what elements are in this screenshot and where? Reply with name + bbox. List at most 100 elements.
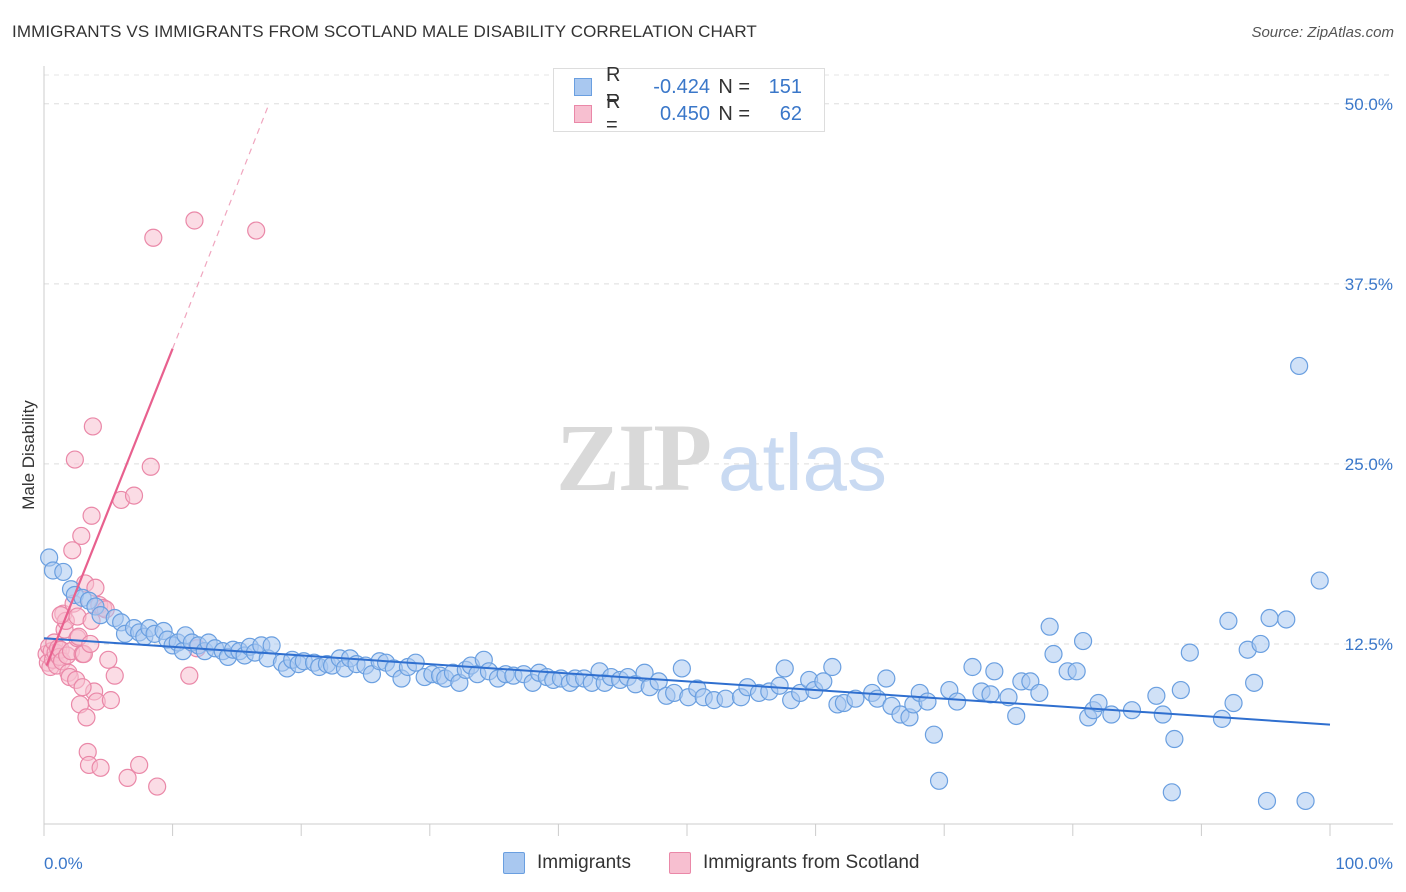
immigrants-point [1067,662,1086,681]
scotland-point [130,755,149,775]
scotland-point [99,650,118,669]
immigrants-point [1245,673,1264,692]
scotland-point [77,708,96,727]
scotland-point [124,486,144,505]
immigrants-point [649,672,668,691]
axes [43,66,1393,836]
immigrants-point [846,689,865,708]
immigrants-point [1224,693,1243,713]
x-tick-label-min: 0.0% [44,854,83,873]
y-tick-labels: 12.5% 25.0% 37.5% 50.0% [1345,95,1393,654]
series-immigrants [40,356,1329,811]
correlation-legend: R = -0.424 N = 151 R = 0.450 N = 62 [553,64,825,136]
watermark-atlas: atlas [718,418,887,507]
chart-title: IMMIGRANTS VS IMMIGRANTS FROM SCOTLAND M… [12,22,757,41]
scotland-point [247,221,266,240]
scotland-point [180,666,199,685]
immigrants-point [1260,608,1279,628]
immigrants-point [924,725,944,744]
legend-n-value: 151 [768,75,802,98]
immigrants-point [823,657,842,677]
scotland-point [101,691,120,710]
bottom-legend-scotland[interactable]: Immigrants from Scotland [669,852,919,874]
legend-swatch-immigrants [574,78,592,96]
y-tick-label: 12.5% [1345,635,1393,654]
legend-label-scotland: Immigrants from Scotland [703,852,920,873]
scotland-point [148,777,167,796]
immigrants-point [1310,571,1329,590]
immigrants-point [1257,791,1277,811]
bottom-legend-immigrants[interactable]: Immigrants [503,852,631,874]
legend-r-value: -0.424 [653,75,710,98]
immigrants-point [1147,686,1166,705]
immigrants-point [999,688,1018,707]
immigrants-point [775,659,794,678]
immigrants-point [1044,644,1063,664]
immigrants-point [1212,709,1232,728]
scotland-point [73,678,92,697]
legend-n-value: 62 [779,102,802,125]
scotland-point [118,768,137,788]
immigrants-point [981,685,1000,704]
immigrants-point [1165,729,1184,749]
immigrants-point [947,692,967,711]
scotland-point [185,211,204,230]
immigrants-point [262,636,281,655]
immigrants-point [1171,680,1190,700]
immigrants-point [672,659,691,678]
immigrants-trend-line [43,637,1331,726]
trend-lines [43,103,1331,726]
y-tick-label: 25.0% [1345,455,1393,474]
scotland-point [65,450,84,469]
scotland-point [72,526,91,546]
immigrants-point [1251,634,1270,654]
scotland-point [81,634,100,654]
legend-n-label: N = [718,75,750,98]
y-tick-label: 37.5% [1345,275,1393,294]
y-axis-label: Male Disability [19,400,38,510]
series-immigrants-from-scotland [37,211,266,796]
scotland-point [91,758,110,777]
scotland-point [82,506,101,525]
y-tick-label: 50.0% [1345,95,1393,114]
immigrants-point [1040,617,1059,636]
legend-label-immigrants: Immigrants [537,852,631,873]
immigrants-point [716,689,735,708]
legend-swatch-immigrants [503,852,525,874]
immigrants-point [1007,706,1026,726]
watermark-zip: ZIP [556,404,710,511]
immigrants-point [877,669,896,688]
legend-swatch-scotland [574,105,592,123]
immigrants-point [1219,611,1238,631]
immigrants-point [929,771,949,790]
immigrants-point [1089,693,1108,713]
immigrants-point [54,562,73,582]
immigrants-point [770,676,789,695]
legend-row-scotland: R = 0.450 N = 62 [574,91,802,136]
legend-r-label: R = [606,64,621,109]
legend-r-value: 0.450 [659,102,710,125]
immigrants-point [1180,643,1199,662]
x-tick-label-max: 100.0% [1335,854,1393,873]
immigrants-point [1073,631,1093,651]
immigrants-point [918,692,937,711]
immigrants-point [1030,683,1049,703]
scotland-trend-line [45,348,174,666]
scotland-point [144,228,163,247]
scotland-point [63,541,82,560]
scotland-point [105,666,124,685]
immigrants-point [1296,791,1315,811]
legend-row-immigrants: R = -0.424 N = 151 [574,64,802,109]
scotland-point [141,457,160,476]
legend-n-label: N = [718,102,750,125]
immigrants-point [985,662,1004,681]
legend-swatch-scotland [669,852,691,874]
immigrants-point [1277,610,1296,629]
immigrants-point [1290,356,1309,376]
immigrants-point [1162,783,1181,802]
immigrants-point [963,657,982,677]
scotland-point [83,417,102,436]
source-label: Source: ZipAtlas.com [1251,24,1394,41]
legend-r-label: R = [606,91,621,136]
